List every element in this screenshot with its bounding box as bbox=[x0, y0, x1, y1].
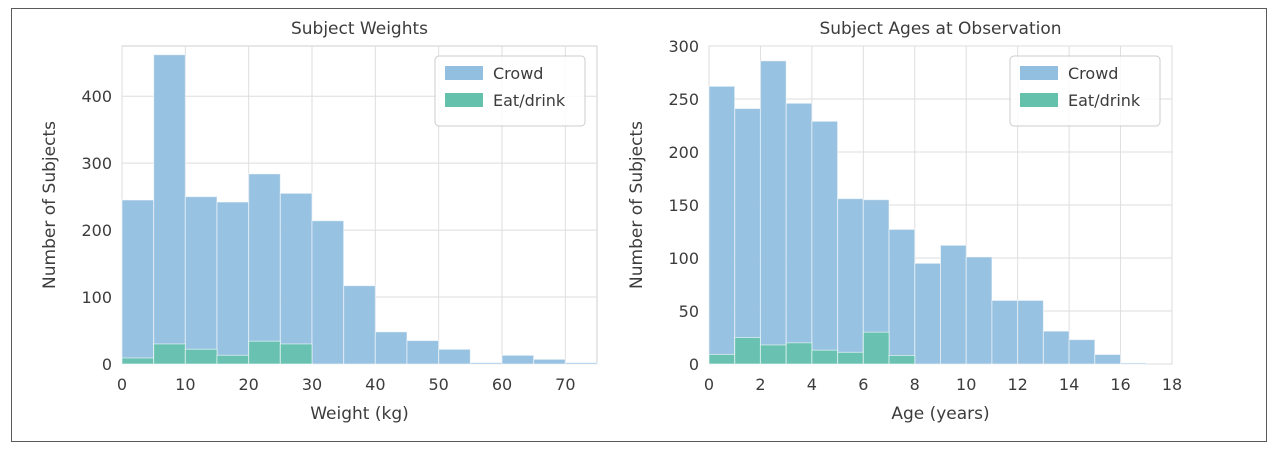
bar-crowd bbox=[914, 262, 941, 365]
bar-eat-drink bbox=[811, 349, 839, 365]
bar-crowd bbox=[121, 199, 155, 365]
x-tick-label: 50 bbox=[428, 375, 448, 394]
x-tick-label: 30 bbox=[302, 375, 322, 394]
bar-crowd bbox=[216, 201, 250, 365]
bar-crowd bbox=[469, 362, 503, 365]
x-tick-label: 10 bbox=[956, 375, 976, 394]
bar-crowd bbox=[888, 228, 916, 365]
bar-eat-drink bbox=[248, 340, 281, 365]
legend: Crowd Eat/drink bbox=[1009, 55, 1161, 127]
bar-eat-drink bbox=[862, 331, 890, 365]
bar-crowd bbox=[1042, 330, 1070, 365]
bar-crowd bbox=[153, 54, 186, 365]
bar-crowd bbox=[965, 256, 993, 365]
bar-crowd bbox=[564, 362, 598, 365]
y-tick-label: 0 bbox=[102, 355, 112, 374]
bar-crowd bbox=[184, 196, 218, 365]
bar-crowd bbox=[311, 220, 345, 365]
bar-crowd bbox=[1120, 362, 1147, 365]
y-tick-label: 300 bbox=[668, 37, 699, 56]
bar-eat-drink bbox=[216, 354, 250, 365]
x-tick-label: 10 bbox=[175, 375, 195, 394]
x-tick-label: 40 bbox=[365, 375, 385, 394]
bar-crowd bbox=[406, 340, 440, 365]
y-tick-label: 50 bbox=[679, 302, 699, 321]
legend-swatch bbox=[1020, 66, 1058, 80]
bar-crowd bbox=[374, 331, 408, 365]
y-tick-label: 100 bbox=[81, 288, 112, 307]
bar-eat-drink bbox=[153, 343, 186, 365]
chart-title: Subject Weights bbox=[291, 19, 428, 39]
x-axis-label: Weight (kg) bbox=[310, 404, 409, 424]
y-tick-label: 400 bbox=[81, 87, 112, 106]
legend: Crowd Eat/drink bbox=[434, 55, 586, 127]
bar-eat-drink bbox=[279, 343, 313, 365]
bar-eat-drink bbox=[121, 357, 155, 365]
bar-eat-drink bbox=[837, 351, 864, 365]
bar-eat-drink bbox=[708, 353, 736, 365]
bar-crowd bbox=[785, 102, 813, 365]
x-tick-label: 6 bbox=[858, 375, 868, 394]
bar-crowd bbox=[811, 120, 839, 365]
chart-title: Subject Ages at Observation bbox=[819, 19, 1061, 39]
x-tick-label: 60 bbox=[492, 375, 512, 394]
bar-crowd bbox=[991, 299, 1019, 365]
x-axis-label: Age (years) bbox=[891, 404, 989, 424]
bar-crowd bbox=[1068, 339, 1096, 365]
y-tick-label: 200 bbox=[668, 143, 699, 162]
chart-1: 0 10 20 30 40 50 60 70 0 100 200 300 400 Subject Weig… bbox=[40, 19, 598, 424]
bar-crowd bbox=[279, 192, 313, 365]
y-tick-label: 250 bbox=[668, 90, 699, 109]
bar-crowd bbox=[1094, 353, 1122, 365]
x-tick-label: 14 bbox=[1059, 375, 1079, 394]
x-tick-label: 4 bbox=[807, 375, 817, 394]
bar-crowd bbox=[248, 173, 281, 365]
bar-crowd bbox=[940, 244, 967, 365]
bar-eat-drink bbox=[759, 344, 787, 365]
legend-swatch bbox=[445, 93, 483, 107]
x-tick-label: 2 bbox=[755, 375, 765, 394]
x-tick-label: 18 bbox=[1162, 375, 1182, 394]
bar-crowd bbox=[759, 60, 787, 365]
x-tick-label: 70 bbox=[555, 375, 575, 394]
bar-crowd bbox=[734, 108, 761, 365]
figure-frame bbox=[11, 8, 1267, 442]
legend-swatch bbox=[1020, 93, 1058, 107]
bar-crowd bbox=[708, 85, 736, 365]
bar-eat-drink bbox=[734, 337, 761, 365]
y-tick-label: 0 bbox=[689, 355, 699, 374]
y-tick-label: 200 bbox=[81, 221, 112, 240]
x-tick-label: 16 bbox=[1110, 375, 1130, 394]
y-axis-label: Number of Subjects bbox=[627, 121, 647, 289]
x-tick-label: 12 bbox=[1007, 375, 1027, 394]
bar-eat-drink bbox=[785, 342, 813, 365]
bar-crowd bbox=[837, 198, 864, 365]
bar-crowd bbox=[343, 285, 376, 365]
y-axis-label: Number of Subjects bbox=[40, 121, 60, 289]
bar-crowd bbox=[1017, 299, 1044, 365]
bar-crowd bbox=[533, 358, 566, 365]
legend-label: Eat/drink bbox=[493, 91, 566, 110]
x-tick-label: 20 bbox=[238, 375, 258, 394]
bar-crowd bbox=[438, 348, 471, 365]
x-tick-label: 0 bbox=[704, 375, 714, 394]
legend-label: Crowd bbox=[1068, 64, 1118, 83]
bar-eat-drink bbox=[888, 355, 916, 365]
legend-swatch bbox=[445, 66, 483, 80]
y-tick-label: 150 bbox=[668, 196, 699, 215]
legend-label: Eat/drink bbox=[1068, 91, 1141, 110]
bar-crowd bbox=[501, 354, 535, 365]
x-tick-label: 8 bbox=[910, 375, 920, 394]
chart-2: 0 2 4 6 8 10 12 14 16 18 0 50 100 150 200 250 300 Subject… bbox=[627, 19, 1182, 424]
x-tick-label: 0 bbox=[117, 375, 127, 394]
y-tick-label: 300 bbox=[81, 154, 112, 173]
y-tick-label: 100 bbox=[668, 249, 699, 268]
bar-eat-drink bbox=[184, 348, 218, 365]
legend-label: Crowd bbox=[493, 64, 543, 83]
